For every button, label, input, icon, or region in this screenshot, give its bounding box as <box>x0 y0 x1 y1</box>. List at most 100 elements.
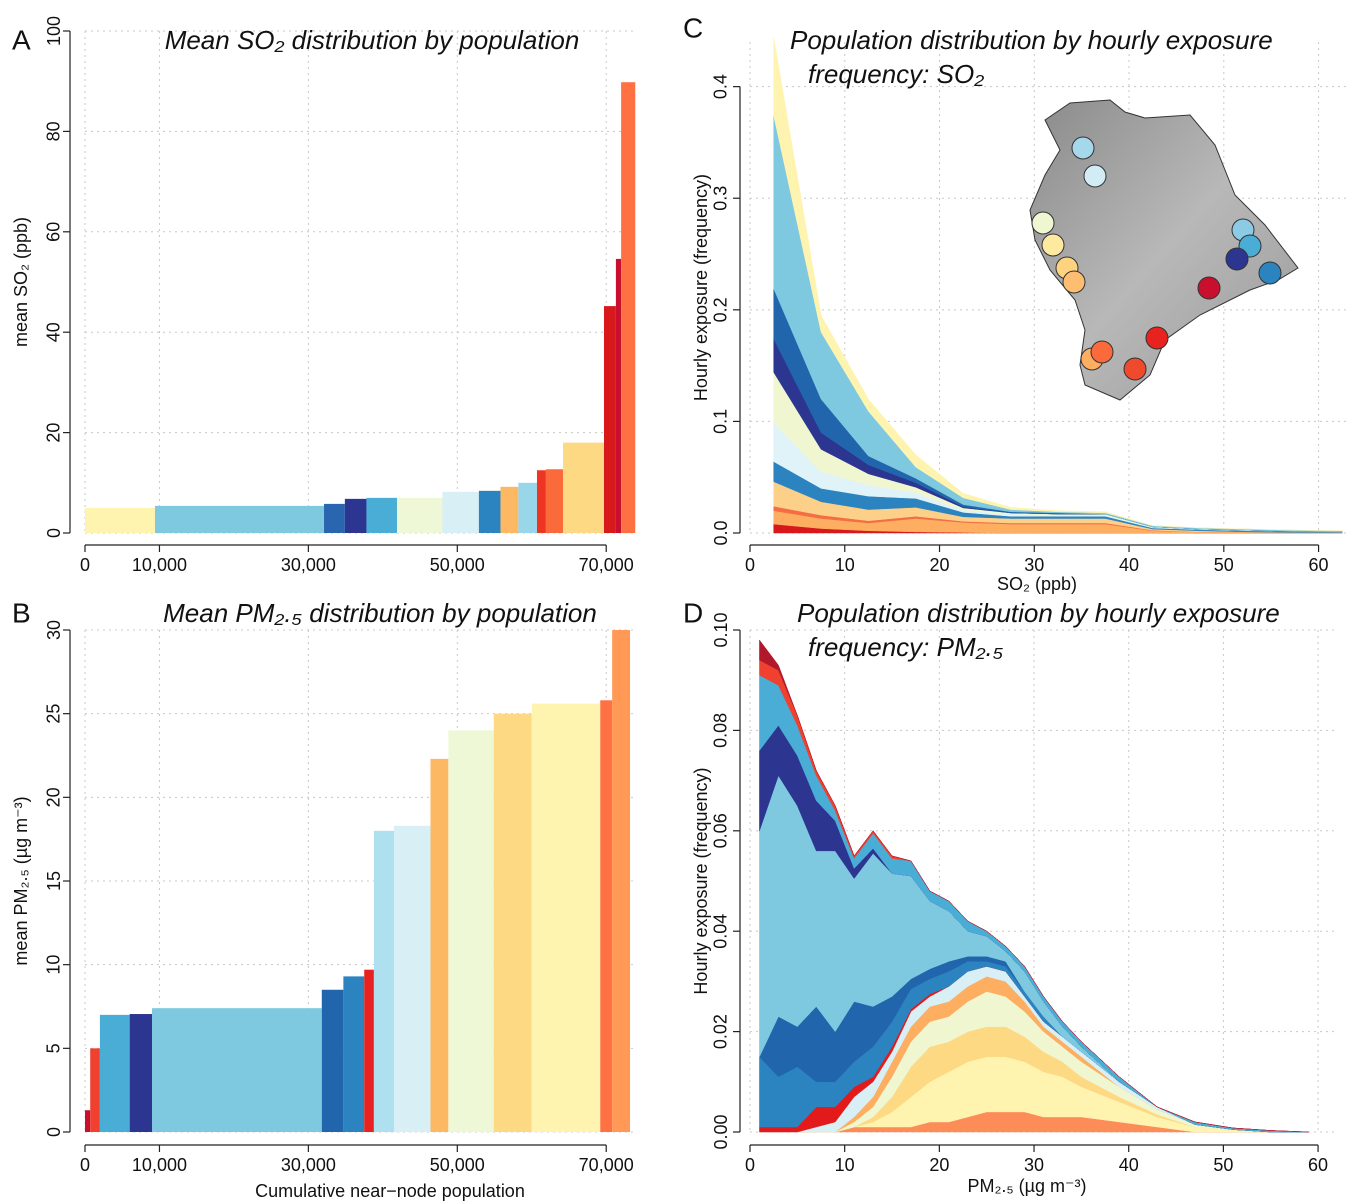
station <box>1071 136 1095 160</box>
bar <box>366 497 397 533</box>
x-tick-label: 0 <box>745 1155 755 1175</box>
panel-letter: C <box>683 12 703 43</box>
station <box>1090 340 1114 364</box>
chart-title: frequency: PM₂.₅ <box>808 632 1004 662</box>
y-tick-label: 0.10 <box>711 612 731 647</box>
x-tick-label: 40 <box>1119 555 1139 575</box>
station <box>1123 357 1147 381</box>
bar <box>615 258 622 533</box>
x-tick-label: 10,000 <box>132 1155 187 1175</box>
chart-title: Mean PM₂.₅ distribution by population <box>163 598 597 628</box>
x-axis-label: PM₂.₅ (µg m⁻³) <box>967 1176 1086 1196</box>
stations <box>1031 136 1282 381</box>
bar <box>344 498 367 533</box>
y-tick-label: 15 <box>44 871 64 891</box>
bar <box>621 82 636 533</box>
x-tick-label: 20 <box>929 1155 949 1175</box>
x-tick-label: 0 <box>745 555 755 575</box>
bar <box>531 703 601 1132</box>
y-tick-label: 0.0 <box>711 520 731 545</box>
bar <box>493 713 532 1132</box>
chart-title: Population distribution by hourly exposu… <box>790 25 1273 55</box>
y-tick-label: 5 <box>44 1043 64 1053</box>
y-axis-label: Hourly exposure (frequency) <box>691 174 711 401</box>
x-tick-label: 70,000 <box>579 555 634 575</box>
x-axis-label: Cumulative near−node population <box>255 1181 525 1201</box>
chart-title: Mean SO₂ distribution by population <box>165 25 580 55</box>
bar <box>612 630 631 1132</box>
bar <box>343 976 365 1132</box>
x-tick-label: 20 <box>930 555 950 575</box>
bar <box>324 503 345 533</box>
bar <box>321 989 344 1132</box>
panel-letter: D <box>683 597 703 628</box>
x-tick-label: 30,000 <box>281 1155 336 1175</box>
y-tick-label: 0.06 <box>711 813 731 848</box>
y-tick-label: 60 <box>44 222 64 242</box>
bar <box>563 442 604 533</box>
bar <box>373 830 395 1132</box>
y-tick-label: 10 <box>44 955 64 975</box>
island-map <box>1029 99 1299 401</box>
y-tick-label: 0 <box>44 1127 64 1137</box>
bar <box>364 969 374 1132</box>
y-axis-label: Hourly exposure (frequency) <box>691 767 711 994</box>
station <box>1258 261 1282 285</box>
panel-letter: B <box>12 597 31 628</box>
x-tick-label: 10,000 <box>132 555 187 575</box>
y-tick-label: 0 <box>44 528 64 538</box>
x-tick-label: 10 <box>835 555 855 575</box>
area-layer <box>759 639 1309 1133</box>
chart-title: frequency: SO₂ <box>808 59 984 89</box>
bar <box>500 486 519 533</box>
x-tick-label: 30 <box>1024 555 1044 575</box>
bar <box>430 758 449 1132</box>
y-tick-label: 100 <box>44 16 64 46</box>
y-tick-label: 20 <box>44 787 64 807</box>
x-tick-label: 50,000 <box>430 555 485 575</box>
x-tick-label: 10 <box>835 1155 855 1175</box>
y-tick-label: 25 <box>44 704 64 724</box>
x-tick-label: 0 <box>80 555 90 575</box>
bar <box>448 730 494 1132</box>
chart-title: Population distribution by hourly exposu… <box>797 598 1280 628</box>
y-axis-label: mean PM₂.₅ (µg m⁻³) <box>11 796 31 965</box>
x-tick-label: 40 <box>1119 1155 1139 1175</box>
station <box>1062 270 1086 294</box>
bar <box>394 825 431 1132</box>
y-tick-label: 0.04 <box>711 914 731 949</box>
x-tick-label: 30 <box>1024 1155 1044 1175</box>
bar <box>396 497 443 533</box>
bar <box>85 1110 91 1132</box>
y-tick-label: 40 <box>44 322 64 342</box>
x-tick-label: 50,000 <box>430 1155 485 1175</box>
bar <box>152 1008 322 1132</box>
bar <box>90 1048 100 1132</box>
bar <box>478 490 501 533</box>
y-tick-label: 0.2 <box>711 297 731 322</box>
x-tick-label: 30,000 <box>281 555 336 575</box>
panel-letter: A <box>12 24 31 55</box>
x-axis-label: SO₂ (ppb) <box>997 574 1077 594</box>
x-tick-label: 60 <box>1308 1155 1328 1175</box>
bar <box>154 505 325 533</box>
station <box>1145 326 1169 350</box>
x-tick-label: 70,000 <box>579 1155 634 1175</box>
y-tick-label: 20 <box>44 423 64 443</box>
bar <box>85 507 155 533</box>
y-tick-label: 0.00 <box>711 1114 731 1149</box>
y-tick-label: 30 <box>44 620 64 640</box>
area-layer <box>773 37 1343 532</box>
x-tick-label: 50 <box>1213 1155 1233 1175</box>
y-tick-label: 0.4 <box>711 74 731 99</box>
y-axis-label: mean SO₂ (ppb) <box>11 217 31 347</box>
bar <box>99 1014 130 1132</box>
y-tick-label: 80 <box>44 121 64 141</box>
bar <box>536 470 546 533</box>
y-tick-label: 0.08 <box>711 713 731 748</box>
bar <box>603 306 616 533</box>
bar <box>442 491 479 533</box>
station <box>1225 247 1249 271</box>
x-tick-label: 0 <box>80 1155 90 1175</box>
